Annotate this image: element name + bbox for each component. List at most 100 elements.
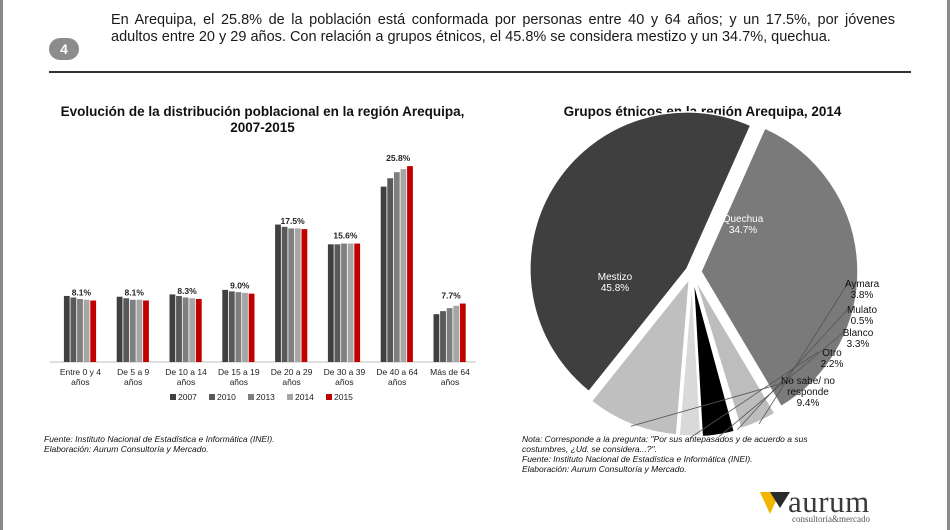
- leader-line: [758, 282, 849, 425]
- pie-chart-source-note: Nota: Corresponde a la pregunta: "Por su…: [522, 434, 902, 474]
- pie-category-label: Otro: [822, 348, 842, 359]
- logo-wordmark: aurum: [788, 484, 870, 519]
- bar-2010-6: [334, 244, 341, 362]
- x-tick-label: De 10 a 14: [165, 367, 207, 377]
- bar-2013-5: [288, 228, 295, 362]
- pie-category-label: Blanco: [843, 328, 874, 339]
- logo-tagline: consultoría&mercado: [792, 514, 870, 524]
- note-line: Elaboración: Aurum Consultoría y Mercado…: [44, 444, 209, 454]
- bar-2007-7: [380, 186, 387, 362]
- x-tick-label: años: [71, 377, 89, 387]
- bar-2007-3: [169, 294, 176, 362]
- pie-category-label: responde: [787, 387, 829, 398]
- note-line: Fuente: Instituto Nacional de Estadístic…: [44, 434, 275, 444]
- legend-swatch-2015: [326, 394, 332, 400]
- bar-2014-4: [242, 292, 248, 362]
- pie-slice-mestizo: [529, 111, 752, 393]
- bar-2007-2: [116, 296, 123, 362]
- pie-category-label: Mulato: [847, 305, 877, 316]
- bar-2007-5: [275, 224, 281, 362]
- legend-swatch-2010: [209, 394, 215, 400]
- pie-slice-otro: [678, 278, 702, 437]
- bar-2015-4: [248, 293, 255, 362]
- legend-label-2010: 2010: [217, 392, 236, 402]
- slide-number-badge: 4: [49, 38, 79, 60]
- bar-2010-2: [123, 298, 130, 362]
- page-frame-left: [0, 0, 3, 530]
- pie-category-label: Aymara: [845, 279, 880, 290]
- bar-2013-3: [182, 297, 189, 362]
- aurum-logo: aurum consultoría&mercado: [758, 484, 918, 524]
- bar-2014-7: [400, 169, 407, 362]
- pie-value-label: 0.5%: [851, 316, 874, 327]
- bar-chart-source-note: Fuente: Instituto Nacional de Estadístic…: [44, 434, 464, 454]
- note-line: costumbres, ¿Ud. se considera...?".: [522, 444, 657, 454]
- bar-2015-1: [90, 300, 97, 362]
- data-label: 25.8%: [386, 153, 411, 163]
- bar-2007-8: [433, 314, 440, 362]
- bar-2015-2: [143, 300, 149, 362]
- bar-2013-2: [129, 299, 136, 362]
- bar-2010-5: [281, 226, 288, 362]
- legend-swatch-2014: [287, 394, 293, 400]
- bar-2013-1: [77, 298, 83, 362]
- pie-value-label: 3.3%: [847, 339, 870, 350]
- bar-2015-5: [301, 229, 308, 362]
- x-tick-label: años: [230, 377, 248, 387]
- bar-2010-3: [176, 295, 182, 362]
- bar-2014-3: [189, 298, 196, 362]
- bar-2015-8: [459, 303, 466, 362]
- x-tick-label: años: [124, 377, 142, 387]
- bar-2014-8: [453, 305, 460, 362]
- leader-line: [718, 331, 845, 438]
- legend-label-2014: 2014: [295, 392, 314, 402]
- pie-slice-quechua: [700, 127, 859, 408]
- data-label: 8.3%: [177, 286, 197, 296]
- bar-2015-6: [354, 243, 361, 362]
- data-label: 8.1%: [125, 288, 145, 298]
- leader-line: [630, 379, 795, 427]
- pie-value-label: 9.4%: [797, 398, 820, 409]
- x-tick-label: De 20 a 29: [271, 367, 313, 377]
- x-tick-label: De 15 a 19: [218, 367, 260, 377]
- x-tick-label: años: [441, 377, 459, 387]
- bar-2007-1: [63, 295, 70, 362]
- bar-2007-6: [327, 244, 334, 362]
- x-tick-label: años: [388, 377, 406, 387]
- bar-2013-6: [341, 243, 347, 362]
- x-tick-label: Entre 0 y 4: [60, 367, 101, 377]
- x-tick-label: años: [335, 377, 353, 387]
- legend-swatch-2007: [170, 394, 176, 400]
- header-divider: [49, 71, 911, 73]
- bar-2010-4: [228, 291, 235, 362]
- pie-slice-mulato: [692, 276, 741, 430]
- x-tick-label: Más de 64: [430, 367, 470, 377]
- data-label: 9.0%: [230, 281, 250, 291]
- x-tick-label: De 5 a 9: [117, 367, 149, 377]
- x-tick-label: años: [177, 377, 195, 387]
- bar-2010-8: [440, 311, 446, 362]
- bar-2007-4: [222, 289, 229, 362]
- note-line: Nota: Corresponde a la pregunta: "Por su…: [522, 434, 808, 444]
- pie-chart-title: Grupos étnicos en la región Arequipa, 20…: [563, 104, 842, 119]
- bar-2013-8: [446, 308, 453, 362]
- page-frame-right: [947, 0, 950, 530]
- pie-category-label: Mestizo: [598, 272, 633, 283]
- bar-2013-7: [393, 172, 400, 362]
- pie-value-label: 45.8%: [601, 283, 629, 294]
- x-tick-label: De 30 a 39: [324, 367, 366, 377]
- pie-slice-no-sabe-no-responde: [590, 276, 691, 436]
- bar-2010-1: [70, 297, 77, 362]
- legend-label-2013: 2013: [256, 392, 275, 402]
- leader-line: [689, 351, 819, 439]
- pie-category-label: No sabe/ no: [781, 376, 835, 387]
- header-text: En Arequipa, el 25.8% de la población es…: [111, 12, 895, 45]
- pie-value-label: 3.8%: [851, 290, 874, 301]
- data-label: 17.5%: [281, 216, 306, 226]
- bar-2013-4: [235, 292, 242, 362]
- bar-chart-title: Evolución de la distribución poblacional…: [60, 104, 465, 135]
- data-label: 15.6%: [333, 231, 358, 241]
- bar-2010-7: [387, 178, 394, 362]
- x-tick-label: De 40 a 64: [376, 367, 418, 377]
